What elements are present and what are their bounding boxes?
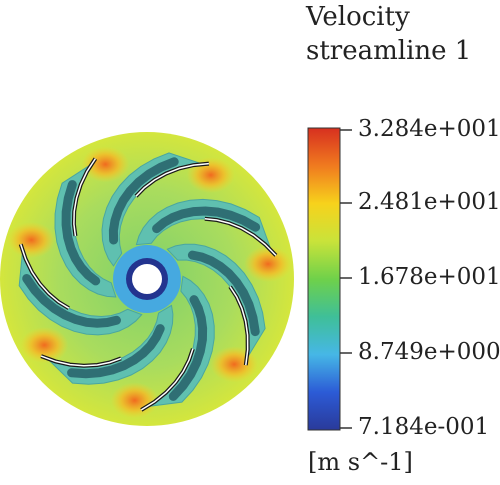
legend-unit: [m s^-1] (308, 448, 413, 476)
hot-spot (7, 221, 56, 258)
colorbar-tick-label: 8.749e+000 (358, 339, 500, 365)
legend-title: Velocity (306, 2, 410, 32)
colorbar-tick-label: 1.678e+001 (358, 264, 500, 290)
blade-shadow (168, 295, 208, 401)
blade-shadow (61, 180, 101, 286)
blade-edge-highlight (140, 348, 194, 411)
blade-edge-highlight (19, 244, 70, 309)
hot-spot (20, 327, 69, 364)
impeller-contour (0, 132, 294, 426)
blade-edge-highlight (204, 218, 277, 256)
hot-spot (110, 382, 159, 419)
blade-edge-highlight (229, 286, 249, 366)
blade-shadow (22, 274, 121, 328)
shaft-hole (132, 264, 162, 294)
blade-shadow (108, 157, 179, 245)
blade-shadow (67, 324, 165, 379)
colorbar-tick-label: 2.481e+001 (358, 189, 500, 215)
blade-shadow (152, 206, 261, 234)
high-velocity-zones (7, 146, 293, 419)
hot-spot (244, 246, 293, 283)
blade-edge-highlight (40, 355, 122, 367)
blade-shadow (187, 250, 260, 337)
impeller-blades (18, 152, 278, 412)
colorbar (307, 127, 341, 431)
blade-edge-highlight (73, 158, 97, 237)
colorbar-tick-label: 7.184e-001 (358, 414, 490, 440)
hot-spot (81, 146, 130, 183)
colorbar-tick-label: 3.284e+001 (358, 116, 500, 142)
legend-subtitle: streamline 1 (306, 36, 472, 66)
blade-edge-highlight (135, 162, 209, 197)
colorbar-ticks (340, 129, 352, 429)
